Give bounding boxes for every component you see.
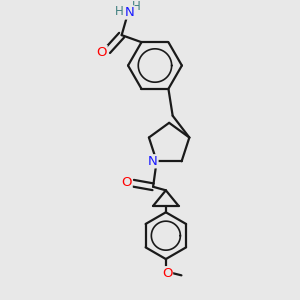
Text: N: N	[124, 6, 134, 19]
Text: H: H	[115, 4, 123, 17]
Text: H: H	[132, 0, 141, 13]
Text: O: O	[162, 267, 172, 280]
Text: O: O	[122, 176, 132, 189]
Text: O: O	[97, 46, 107, 59]
Text: N: N	[148, 155, 158, 168]
